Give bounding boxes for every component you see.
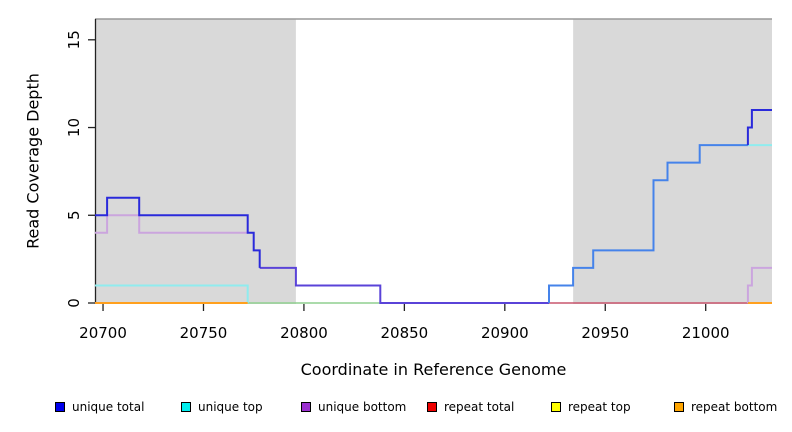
repeat-top-swatch-icon [551,402,561,412]
series-unique-bottom-left [95,214,248,234]
legend-item-repeat-total: repeat total [427,398,514,416]
y-axis-title: Read Coverage Depth [23,73,43,249]
legend-label: repeat bottom [691,400,778,414]
unique-top-swatch-icon [181,402,191,412]
legend-label: repeat top [568,400,631,414]
repeat-bottom-swatch-icon [674,402,684,412]
x-tick-label: 20850 [381,324,429,342]
legend-label: unique bottom [318,400,407,414]
series-unique-total-left [95,196,261,268]
legend-item-repeat-bottom: repeat bottom [674,398,777,416]
x-tick-label: 20950 [581,324,629,342]
legend-label: repeat total [444,400,515,414]
legend-item-unique-bottom: unique bottom [301,398,406,416]
y-tick-label: 15 [65,30,83,49]
repeat-region [95,19,296,304]
unique-total-swatch-icon [55,402,65,412]
repeat-region [573,19,772,304]
series-unique-total-mid [259,266,549,304]
x-axis-title: Coordinate in Reference Genome [300,360,567,379]
series-unique-top-left [95,284,249,303]
series-unique-total-right-top [746,109,772,146]
legend-item-repeat-top: repeat top [551,398,631,416]
legend: unique total unique top unique bottom re… [0,398,792,418]
legend-label: unique top [198,400,263,414]
x-tick-label: 20800 [280,324,328,342]
x-tick-label: 20750 [180,324,228,342]
legend-item-unique-top: unique top [181,398,263,416]
y-tick-label: 10 [65,118,83,137]
y-tick-label: 5 [65,210,83,220]
repeat-total-swatch-icon [427,402,437,412]
x-tick-label: 20900 [481,324,529,342]
x-tick-label: 20700 [79,324,127,342]
series-unique-bottom-right [746,266,772,303]
unique-bottom-swatch-icon [301,402,311,412]
legend-item-unique-total: unique total [55,398,144,416]
x-tick-label: 21000 [682,324,730,342]
series-unique-total-right-rise [548,144,748,303]
legend-label: unique total [72,400,145,414]
y-tick-label: 0 [65,298,83,308]
